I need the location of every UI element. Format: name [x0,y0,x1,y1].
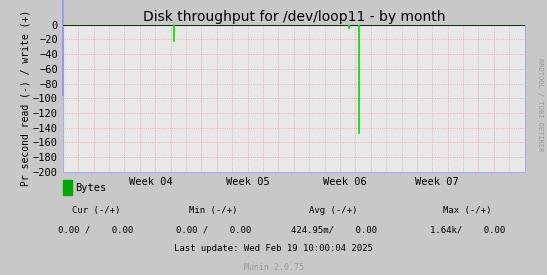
Text: Last update: Wed Feb 19 10:00:04 2025: Last update: Wed Feb 19 10:00:04 2025 [174,244,373,253]
Text: Bytes: Bytes [75,183,106,193]
Text: Munin 2.0.75: Munin 2.0.75 [243,263,304,272]
Text: 0.00 /    0.00: 0.00 / 0.00 [58,226,133,234]
Text: 0.00 /    0.00: 0.00 / 0.00 [176,226,251,234]
Text: 1.64k/    0.00: 1.64k/ 0.00 [430,226,505,234]
Text: 424.95m/    0.00: 424.95m/ 0.00 [290,226,377,234]
Text: Max (-/+): Max (-/+) [444,206,492,215]
Y-axis label: Pr second read (-) / write (+): Pr second read (-) / write (+) [20,10,30,186]
Title: Disk throughput for /dev/loop11 - by month: Disk throughput for /dev/loop11 - by mon… [143,10,445,24]
Text: RRDTOOL / TOBI OETIKER: RRDTOOL / TOBI OETIKER [537,58,543,151]
Text: Min (-/+): Min (-/+) [189,206,237,215]
Text: Avg (-/+): Avg (-/+) [310,206,358,215]
Text: Cur (-/+): Cur (-/+) [72,206,120,215]
